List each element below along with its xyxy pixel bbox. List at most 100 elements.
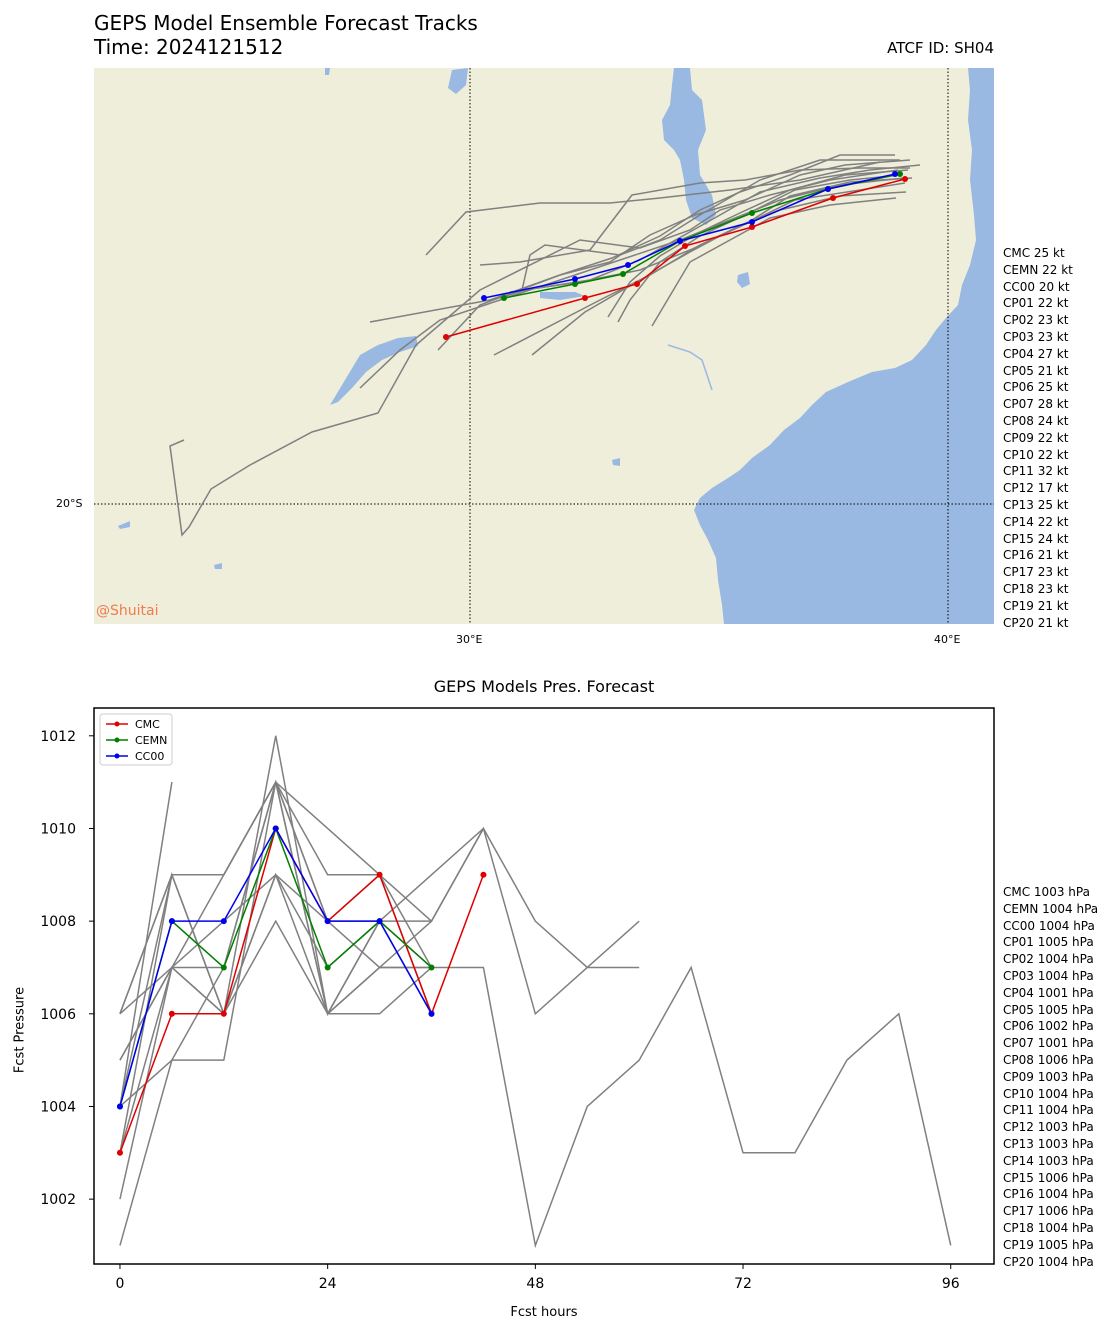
- pressure-label: CP03 1004 hPa: [1003, 968, 1094, 983]
- wind-label: CP01 22 kt: [1003, 296, 1069, 311]
- pressure-label: CMC 1003 hPa: [1003, 885, 1090, 899]
- wind-label: CP09 22 kt: [1003, 430, 1069, 445]
- pressure-chart-title: GEPS Models Pres. Forecast: [433, 677, 655, 696]
- wind-label: CP14 22 kt: [1003, 514, 1069, 529]
- y-tick-label: 1010: [40, 821, 76, 837]
- series-point-cmc: [480, 871, 487, 878]
- series-line-cp07: [119, 781, 432, 1246]
- wind-label: CP04 27 kt: [1003, 346, 1069, 361]
- series-line-cp01: [119, 872, 952, 1249]
- series-point-cemn: [220, 964, 227, 971]
- pressure-label: CP13 1003 hPa: [1003, 1136, 1094, 1151]
- wind-label: CP13 25 kt: [1003, 497, 1069, 512]
- pressure-label: CP04 1001 hPa: [1003, 985, 1094, 1000]
- ocean: [694, 68, 994, 624]
- plot-frame: [93, 707, 995, 1265]
- x-tick-label: 24: [319, 1276, 337, 1292]
- lat-label-20s: 20°S: [56, 497, 83, 510]
- series-point-cc00: [168, 918, 175, 925]
- y-tick-label: 1008: [40, 914, 76, 930]
- series-line-cp11: [119, 782, 173, 1107]
- series-point-cc00: [428, 1010, 435, 1017]
- wind-label: CP03 23 kt: [1003, 329, 1069, 344]
- atcf-id: ATCF ID: SH04: [887, 39, 994, 57]
- lake-small-4: [612, 458, 620, 466]
- track-cc00-points: [481, 171, 898, 301]
- series-line-cp05: [119, 780, 640, 1015]
- wind-label: CC00 20 kt: [1003, 279, 1070, 294]
- lake-small-3: [118, 521, 130, 529]
- series-point-cc00: [376, 918, 383, 925]
- y-tick-label: 1002: [40, 1192, 76, 1208]
- x-tick-label: 48: [526, 1276, 544, 1292]
- member-track: [607, 169, 909, 318]
- legend-box: [99, 713, 173, 766]
- lake-cahora-bassa: [540, 292, 585, 300]
- series-point-cmc: [116, 1149, 123, 1156]
- pressure-label: CP17 1006 hPa: [1003, 1204, 1094, 1219]
- series-point-cc00: [324, 918, 331, 925]
- legend-marker-cemn: [114, 737, 120, 743]
- legend-marker-cmc: [114, 721, 120, 727]
- y-tick-label: 1012: [40, 729, 76, 745]
- member-track: [425, 161, 881, 256]
- pressure-label: CP06 1002 hPa: [1003, 1019, 1094, 1034]
- series-line-cp10: [119, 873, 432, 1061]
- legend-label-cmc: CMC: [135, 718, 160, 731]
- track-cmc-points: [443, 176, 908, 340]
- pressure-label: CP12 1003 hPa: [1003, 1120, 1094, 1135]
- chart-title: GEPS Model Ensemble Forecast Tracks: [94, 11, 478, 35]
- member-track: [617, 174, 901, 323]
- map-panel: [94, 68, 994, 624]
- credit-watermark: @Shuitai: [96, 603, 159, 619]
- zambezi-river: [667, 344, 713, 391]
- member-track: [359, 177, 905, 389]
- pressure-label-list: CMC 1003 hPa CEMN 1004 hPa CC00 1004 hPa CP…: [1003, 884, 1098, 1270]
- pressure-label: CP20 1004 hPa: [1003, 1254, 1094, 1269]
- y-tick-label: 1004: [40, 1099, 76, 1115]
- wind-label: CP19 21 kt: [1003, 598, 1069, 613]
- legend-marker-cc00: [114, 753, 120, 759]
- series-point-cmc: [168, 1010, 175, 1017]
- lon-label-30e: 30°E: [456, 633, 483, 646]
- pressure-label: CP14 1003 hPa: [1003, 1153, 1094, 1168]
- wind-label: CP16 21 kt: [1003, 548, 1069, 563]
- member-track: [369, 154, 895, 323]
- forecast-time: Time: 2024121512: [94, 35, 284, 59]
- wind-label: CP08 24 kt: [1003, 413, 1069, 428]
- series-point-cemn: [428, 964, 435, 971]
- pressure-label: CC00 1004 hPa: [1003, 918, 1095, 933]
- wind-label: CP11 32 kt: [1003, 464, 1069, 479]
- pressure-label: CP10 1004 hPa: [1003, 1086, 1094, 1101]
- series-point-cmc: [376, 871, 383, 878]
- wind-label: CP20 21 kt: [1003, 615, 1069, 630]
- pressure-label: CP05 1005 hPa: [1003, 1002, 1094, 1017]
- wind-label: CP17 23 kt: [1003, 565, 1069, 580]
- pressure-label: CP08 1006 hPa: [1003, 1052, 1094, 1067]
- x-axis-label: Fcst hours: [510, 1305, 578, 1320]
- legend-label-cc00: CC00: [135, 750, 164, 763]
- wind-label: CP05 21 kt: [1003, 363, 1069, 378]
- pressure-label: CP11 1004 hPa: [1003, 1103, 1094, 1118]
- pressure-label: CP16 1004 hPa: [1003, 1187, 1094, 1202]
- pressure-label: CP02 1004 hPa: [1003, 952, 1094, 967]
- lon-label-40e: 40°E: [934, 633, 961, 646]
- wind-label: CP07 28 kt: [1003, 397, 1069, 412]
- lake-small-5: [214, 563, 222, 569]
- series-point-cmc: [220, 1010, 227, 1017]
- series-point-cemn: [324, 964, 331, 971]
- wind-label: CP06 25 kt: [1003, 380, 1069, 395]
- pressure-label: CP18 1004 hPa: [1003, 1220, 1094, 1235]
- lake-small-1: [325, 68, 330, 75]
- series-line-cp04: [119, 735, 432, 1154]
- series-point-cc00: [116, 1103, 123, 1110]
- wind-label: CMC 25 kt: [1003, 246, 1065, 260]
- lake-malawi: [662, 68, 716, 225]
- pressure-label: CP15 1006 hPa: [1003, 1170, 1094, 1185]
- wind-label: CP02 23 kt: [1003, 313, 1069, 328]
- series-line-cp12: [119, 779, 485, 1108]
- x-tick-label: 72: [734, 1276, 752, 1292]
- x-tick-label: 0: [116, 1276, 125, 1292]
- series-point-cc00: [272, 825, 279, 832]
